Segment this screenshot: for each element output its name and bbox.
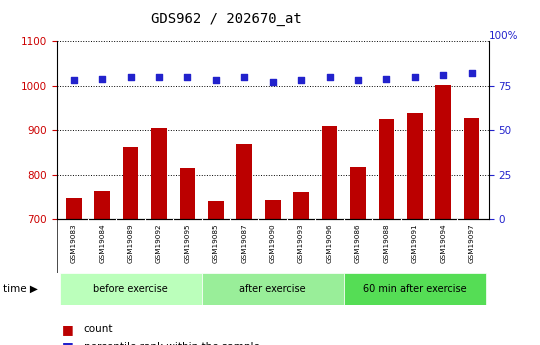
Point [410, 74, 419, 80]
Point [212, 78, 220, 83]
Text: GSM19097: GSM19097 [469, 223, 475, 263]
Text: GSM19094: GSM19094 [440, 223, 446, 263]
Text: GSM19093: GSM19093 [298, 223, 304, 263]
Point [154, 74, 163, 80]
Text: after exercise: after exercise [239, 284, 306, 294]
Text: GSM19089: GSM19089 [127, 223, 133, 263]
Bar [208, 201, 224, 219]
Point [70, 78, 78, 83]
Text: GSM19088: GSM19088 [383, 223, 389, 263]
Bar [94, 191, 110, 219]
Bar [464, 118, 480, 219]
Text: GSM19095: GSM19095 [185, 223, 191, 263]
Bar [237, 145, 252, 219]
Text: GSM19086: GSM19086 [355, 223, 361, 263]
Bar [322, 126, 338, 219]
Point [268, 79, 277, 85]
Bar [123, 147, 138, 219]
Bar [379, 119, 394, 219]
Bar [265, 200, 280, 219]
Point [183, 74, 192, 80]
Point [354, 78, 362, 83]
FancyBboxPatch shape [201, 273, 344, 305]
Text: GSM19084: GSM19084 [99, 223, 105, 263]
Bar [66, 198, 82, 219]
Bar [293, 191, 309, 219]
Point [325, 74, 334, 80]
Point [297, 78, 306, 83]
Text: time ▶: time ▶ [3, 284, 38, 294]
Text: before exercise: before exercise [93, 284, 168, 294]
Bar [151, 128, 167, 219]
Bar [407, 114, 423, 219]
FancyBboxPatch shape [59, 273, 201, 305]
Point [98, 76, 106, 81]
Text: GSM19092: GSM19092 [156, 223, 162, 263]
Text: GDS962 / 202670_at: GDS962 / 202670_at [151, 12, 302, 26]
Text: GSM19091: GSM19091 [412, 223, 418, 263]
Text: count: count [84, 325, 113, 334]
Point [439, 72, 448, 78]
Text: ■: ■ [62, 323, 74, 336]
Text: ■: ■ [62, 340, 74, 345]
FancyBboxPatch shape [344, 273, 486, 305]
Text: percentile rank within the sample: percentile rank within the sample [84, 342, 260, 345]
Text: GSM19090: GSM19090 [269, 223, 276, 263]
Text: 100%: 100% [489, 31, 518, 41]
Bar [435, 85, 451, 219]
Point [126, 74, 135, 80]
Text: GSM19083: GSM19083 [71, 223, 77, 263]
Bar [180, 168, 195, 219]
Text: GSM19087: GSM19087 [241, 223, 247, 263]
Point [240, 74, 248, 80]
Text: GSM19085: GSM19085 [213, 223, 219, 263]
Point [382, 76, 391, 81]
Point [467, 71, 476, 76]
Text: 60 min after exercise: 60 min after exercise [363, 284, 467, 294]
Text: GSM19096: GSM19096 [327, 223, 333, 263]
Bar [350, 167, 366, 219]
